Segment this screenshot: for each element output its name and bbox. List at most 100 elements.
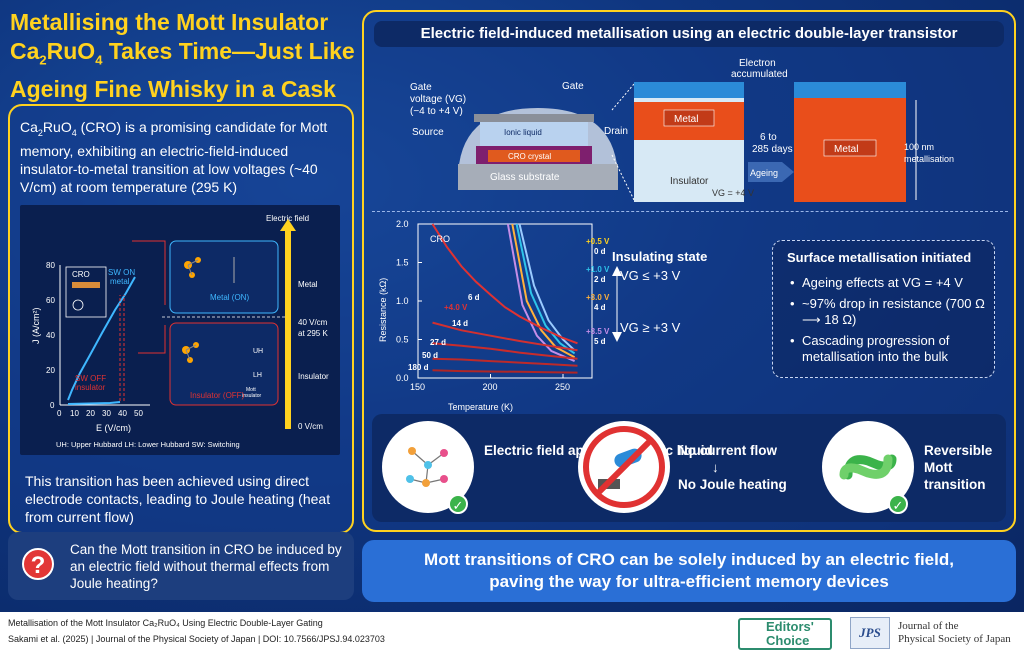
chart-series-label: 2 d [594,275,606,284]
question-icon: ? [22,548,54,580]
field-0-label: 0 V/cm [298,422,323,431]
transition-text: This transition has been achieved using … [25,473,331,525]
before-metal-label: Metal [674,114,698,125]
before-insulator-label: Insulator [670,176,709,187]
no-current-label: No current flow [678,443,778,458]
down-arrow: ↓ [712,460,719,475]
chart-series-line [432,321,578,352]
chart-series-line [432,342,578,360]
chart-series-label: +3.5 V [586,327,610,336]
surface-item: Ageing effects at VG = +4 V [790,275,990,291]
gate-voltage-sub: voltage (VG) [410,94,466,105]
electron-acc-label: Electron [739,58,776,69]
chart-ylabel: Resistance (kΩ) [378,278,388,342]
gate-voltage-range: (−4 to +4 V) [410,106,463,117]
chart-series-label: 180 d [408,363,429,372]
100nm-label: 100 nm [904,142,934,152]
intro-text: Ca2RuO4 (CRO) is a promising candidate f… [20,119,328,195]
chart-frame [417,223,593,379]
conclusion-line2: paving the way for ultra-efficient memor… [489,572,889,591]
surface-item: Cascading progression of metallisation i… [790,333,990,365]
jv-xtick: 50 [134,409,143,418]
vg-le-label: VG ≤ +3 V [620,268,681,283]
sw-off-sub: insulator [75,383,106,392]
sw-off-label: SW OFF [75,374,106,383]
jv-ytick: 40 [46,331,55,340]
insulator-axis-label: Insulator [298,372,329,381]
jv-xtick: 20 [86,409,95,418]
surface-title: Surface metallisation initiated [787,250,972,265]
chart-series-line [515,223,576,355]
uh-label: UH [253,348,263,355]
chart-series-line [511,223,576,359]
editors-choice-logo [738,618,832,650]
electron-acc-sub: accumulated [731,69,788,80]
jv-ytick: 60 [46,296,55,305]
days-label: 6 to [760,132,777,143]
metal-on-label: Metal (ON) [210,293,249,302]
vg-ge-label: VG ≥ +3 V [620,320,681,335]
chart-ytick: 1.5 [396,258,409,268]
jps-journal-name: Journal of the Physical Society of Japan [898,620,1011,645]
chart-series-label: 27 d [430,338,446,347]
chart-series-label: +1.0 V [586,265,610,274]
ionic-liquid-label: Ionic liquid [504,128,542,137]
chart-series-label: 4 d [594,303,606,312]
cro-crystal-label: CRO crystal [508,152,551,161]
page-title: Metallising the Mott Insulator Ca2RuO4 T… [10,9,355,102]
jv-ylabel: J (A/cm²) [31,308,41,345]
chart-series-line [432,369,578,374]
vg-arrow [612,266,622,342]
chart-series-label: +0.5 V [586,237,610,246]
jv-xtick: 0 [57,409,62,418]
insulator-tiny: Insulator [242,393,262,399]
chart-xlabel: Temperature (K) [448,402,513,412]
ageing-label: Ageing [750,168,778,178]
field-arrow [285,229,291,429]
metal-axis-label: Metal [298,280,318,289]
gate-voltage-label: Gate [410,82,432,93]
editors-choice-text: Editors' Choice [766,619,814,648]
metal-on-box [169,240,279,314]
sw-on-sub: metal [110,277,130,286]
drain-label: Drain [604,126,628,137]
chart-xtick: 200 [483,382,498,392]
no-current-icon [578,421,670,513]
reversible-icon [822,421,914,513]
field-40-label: 40 V/cm [298,318,328,327]
chart-xtick: 150 [410,382,425,392]
chart-series-label: +4.0 V [444,303,468,312]
gate-label: Gate [562,81,584,92]
no-joule-label: No Joule heating [678,477,787,492]
conclusion-banner: Mott transitions of CRO can be solely in… [362,540,1016,602]
source-label: Source [412,127,444,138]
chart-series-label: 0 d [594,247,606,256]
surface-list: Ageing effects at VG = +4 V ~97% drop in… [790,275,990,370]
switching-figure: J (A/cm²) E (V/cm) 80 60 40 20 0 0 10 20… [20,205,340,455]
edlt-diagram: Gate voltage (VG) (−4 to +4 V) Gate Sour… [410,58,954,202]
lh-label: LH [253,372,262,379]
chart-xtick: 250 [555,382,570,392]
check-icon: ✓ [448,494,468,514]
chart-ytick: 2.0 [396,219,409,229]
chart-series-label: 50 d [422,351,438,360]
chart-series-label: +3.0 V [586,293,610,302]
before-vg-label: VG = +4 V [712,188,754,198]
divider [372,211,1008,212]
chart-ytick: 0.0 [396,373,409,383]
insulator-off-label: Insulator (OFF) [190,391,245,400]
jv-ytick: 0 [50,401,55,410]
edlt-header: Electric field-induced metallisation usi… [374,21,1004,47]
jv-xtick: 10 [70,409,79,418]
glass-substrate-label: Glass substrate [490,172,560,183]
sw-on-label: SW ON [108,268,135,277]
chart-series-label: 5 d [594,337,606,346]
citation-title: Metallisation of the Mott Insulator Ca₂R… [8,618,323,628]
jps-logo: JPS [850,617,890,649]
jv-ytick: 80 [46,261,55,270]
chart-series-label: 14 d [452,319,468,328]
days-sub: 285 days [752,144,793,155]
cro-label: CRO [72,270,90,279]
conclusion-line1: Mott transitions of CRO can be solely in… [424,550,954,569]
